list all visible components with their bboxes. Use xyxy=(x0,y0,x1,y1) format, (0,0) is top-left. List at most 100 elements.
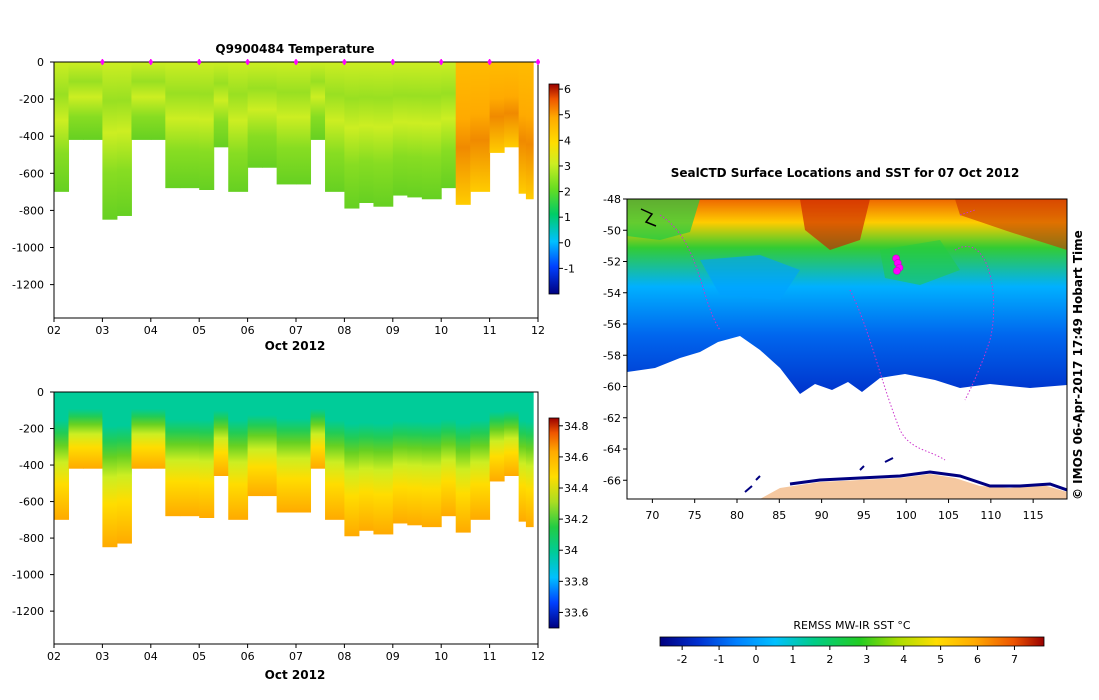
profile-column xyxy=(470,62,491,192)
coastal-ice-edge xyxy=(789,470,1067,492)
x-tick-label: 11 xyxy=(483,650,497,663)
salinity-data-columns xyxy=(54,392,534,548)
profile-column xyxy=(373,62,394,207)
y-tick-label: 0 xyxy=(37,56,44,69)
lat-tick-label: -66 xyxy=(603,474,621,487)
sst-map-frame xyxy=(626,198,1068,500)
colorbar-tick-label: 34.2 xyxy=(564,513,589,526)
lat-tick-label: -64 xyxy=(603,443,621,456)
surface-marker-dot xyxy=(487,60,492,64)
lon-tick-label: 90 xyxy=(815,509,829,522)
sst-colorbar-tick-label: 6 xyxy=(974,653,981,666)
x-tick-label: 05 xyxy=(192,650,206,663)
lon-tick-label: 110 xyxy=(980,509,1001,522)
lat-tick-label: -48 xyxy=(603,193,621,206)
sst-map-title: SealCTD Surface Locations and SST for 07… xyxy=(671,166,1020,180)
x-tick-label: 10 xyxy=(434,650,448,663)
track-lines xyxy=(659,209,995,461)
surface-marker-dot xyxy=(197,60,202,64)
surface-marker-dot xyxy=(148,60,153,64)
profile-column xyxy=(179,392,200,517)
surface-marker-dot xyxy=(342,60,347,64)
y-tick-label: -200 xyxy=(19,93,44,106)
x-tick-label: 11 xyxy=(483,324,497,337)
profile-column xyxy=(525,62,534,200)
colorbar-tick-label: 33.6 xyxy=(564,606,589,619)
profile-column xyxy=(296,62,312,185)
profile-column xyxy=(165,392,181,517)
antarctic-land xyxy=(760,474,1067,499)
surface-marker-group xyxy=(100,59,540,65)
profile-column xyxy=(504,62,520,148)
profile-column xyxy=(421,392,442,528)
profile-column xyxy=(470,392,491,520)
sst-map-panel: SealCTD Surface Locations and SST for 07… xyxy=(603,166,1085,666)
profile-column xyxy=(373,392,394,535)
profile-column xyxy=(262,62,278,168)
salinity-x-label: Oct 2012 xyxy=(265,668,326,682)
profile-column xyxy=(407,392,423,526)
lat-tick-label: -54 xyxy=(603,287,621,300)
profile-column xyxy=(68,62,84,140)
lon-tick-label: 75 xyxy=(688,509,702,522)
lat-tick-label: -52 xyxy=(603,256,621,269)
profile-column xyxy=(131,392,152,469)
profile-column xyxy=(199,62,215,190)
profile-column xyxy=(358,62,374,203)
profile-column xyxy=(525,392,534,528)
profile-column xyxy=(83,62,103,140)
sst-colorbar-tick-label: 3 xyxy=(863,653,870,666)
lat-tick-label: -60 xyxy=(603,381,621,394)
lon-tick-label: 100 xyxy=(896,509,917,522)
profile-column xyxy=(310,392,326,469)
profile-column xyxy=(421,62,442,200)
colorbar-tick-label: 34.6 xyxy=(564,451,589,464)
colorbar-tick-label: 34.8 xyxy=(564,420,589,433)
colorbar-tick-label: -1 xyxy=(564,262,575,275)
temperature-colorbar xyxy=(548,83,560,295)
salinity-x-axis: 02 03 04 05 06 07 08 09 10 11 12 xyxy=(47,644,545,663)
colorbar-tick-label: 6 xyxy=(564,83,571,96)
sst-colorbar-tick-label: 0 xyxy=(753,653,760,666)
lat-tick-label: -56 xyxy=(603,318,621,331)
lon-tick-label: 95 xyxy=(857,509,871,522)
ocean-sst-field xyxy=(627,199,1067,394)
lon-tick-label: 80 xyxy=(730,509,744,522)
profile-column xyxy=(455,62,471,205)
lat-tick-label: -62 xyxy=(603,412,621,425)
y-tick-label: -400 xyxy=(19,130,44,143)
y-tick-label: -400 xyxy=(19,459,44,472)
temperature-data-columns xyxy=(54,62,534,220)
x-tick-label: 02 xyxy=(47,324,61,337)
profile-column xyxy=(489,392,505,482)
y-tick-label: -1200 xyxy=(12,279,44,292)
profile-column xyxy=(325,392,345,520)
x-tick-label: 03 xyxy=(95,650,109,663)
profile-column xyxy=(262,392,278,497)
profile-column xyxy=(102,62,118,220)
profile-column xyxy=(407,62,423,198)
lon-tick-label: 105 xyxy=(938,509,959,522)
salinity-y-axis: 0 -200 -400 -600 -800 -1000 -1200 xyxy=(12,386,54,618)
y-tick-label: -600 xyxy=(19,167,44,180)
y-tick-label: -1000 xyxy=(12,242,44,255)
x-tick-label: 05 xyxy=(192,324,206,337)
profile-column xyxy=(228,392,249,520)
x-tick-label: 09 xyxy=(386,650,400,663)
colorbar-tick-label: 33.8 xyxy=(564,575,589,588)
profile-column xyxy=(296,392,312,513)
y-tick-label: -600 xyxy=(19,496,44,509)
surface-marker-dot xyxy=(390,60,395,64)
temperature-section-panel: Q9900484 Temperature 0 -200 -400 -600 -800 -1… xyxy=(12,42,575,353)
temperature-x-axis: 02 03 04 05 06 07 08 09 10 11 12 xyxy=(47,318,545,337)
profile-column xyxy=(344,392,360,537)
profile-column xyxy=(276,392,297,513)
profile-column xyxy=(68,392,84,469)
profile-column xyxy=(199,392,215,518)
map-small-island xyxy=(640,208,657,227)
profile-column xyxy=(441,62,457,189)
surface-marker-dot xyxy=(245,60,250,64)
lon-tick-label: 85 xyxy=(772,509,786,522)
profile-column xyxy=(344,62,360,209)
sst-colorbar-ticks: -2 -1 0 1 2 3 4 5 6 7 xyxy=(677,646,1018,666)
